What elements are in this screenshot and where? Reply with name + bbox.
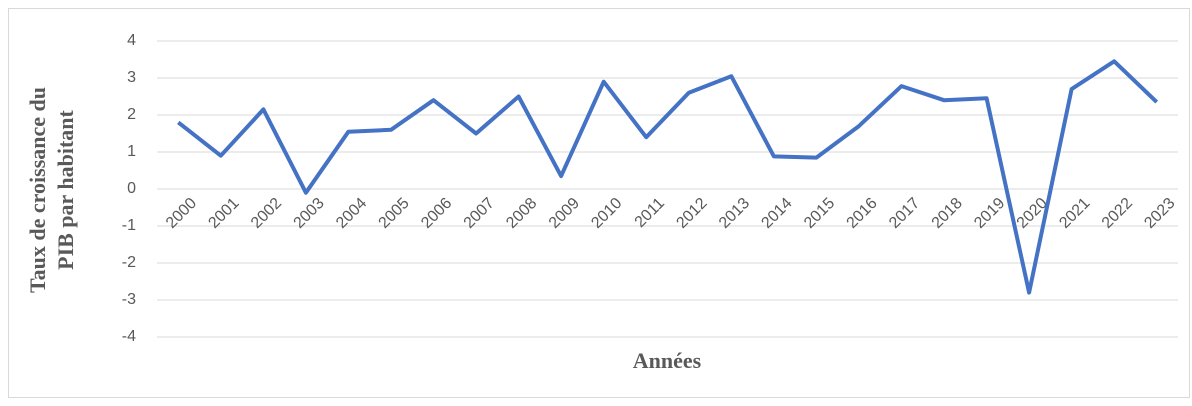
y-tick-label: 4 <box>127 32 136 49</box>
y-tick-label: -2 <box>122 254 136 271</box>
x-axis-title: Années <box>633 348 702 373</box>
chart-border <box>8 8 1190 398</box>
y-axis-title-line: Taux de croissance du <box>25 87 50 293</box>
y-tick-label: -3 <box>122 291 136 308</box>
y-tick-label: -4 <box>122 328 136 345</box>
y-tick-label: 1 <box>127 143 136 160</box>
y-tick-label: 0 <box>127 180 136 197</box>
data-line <box>177 59 1159 295</box>
y-tick-label: 3 <box>127 69 136 86</box>
y-axis-title-line: PIB par habitant <box>53 109 78 269</box>
y-tick-label: -1 <box>122 217 136 234</box>
y-tick-label: 2 <box>127 106 136 123</box>
